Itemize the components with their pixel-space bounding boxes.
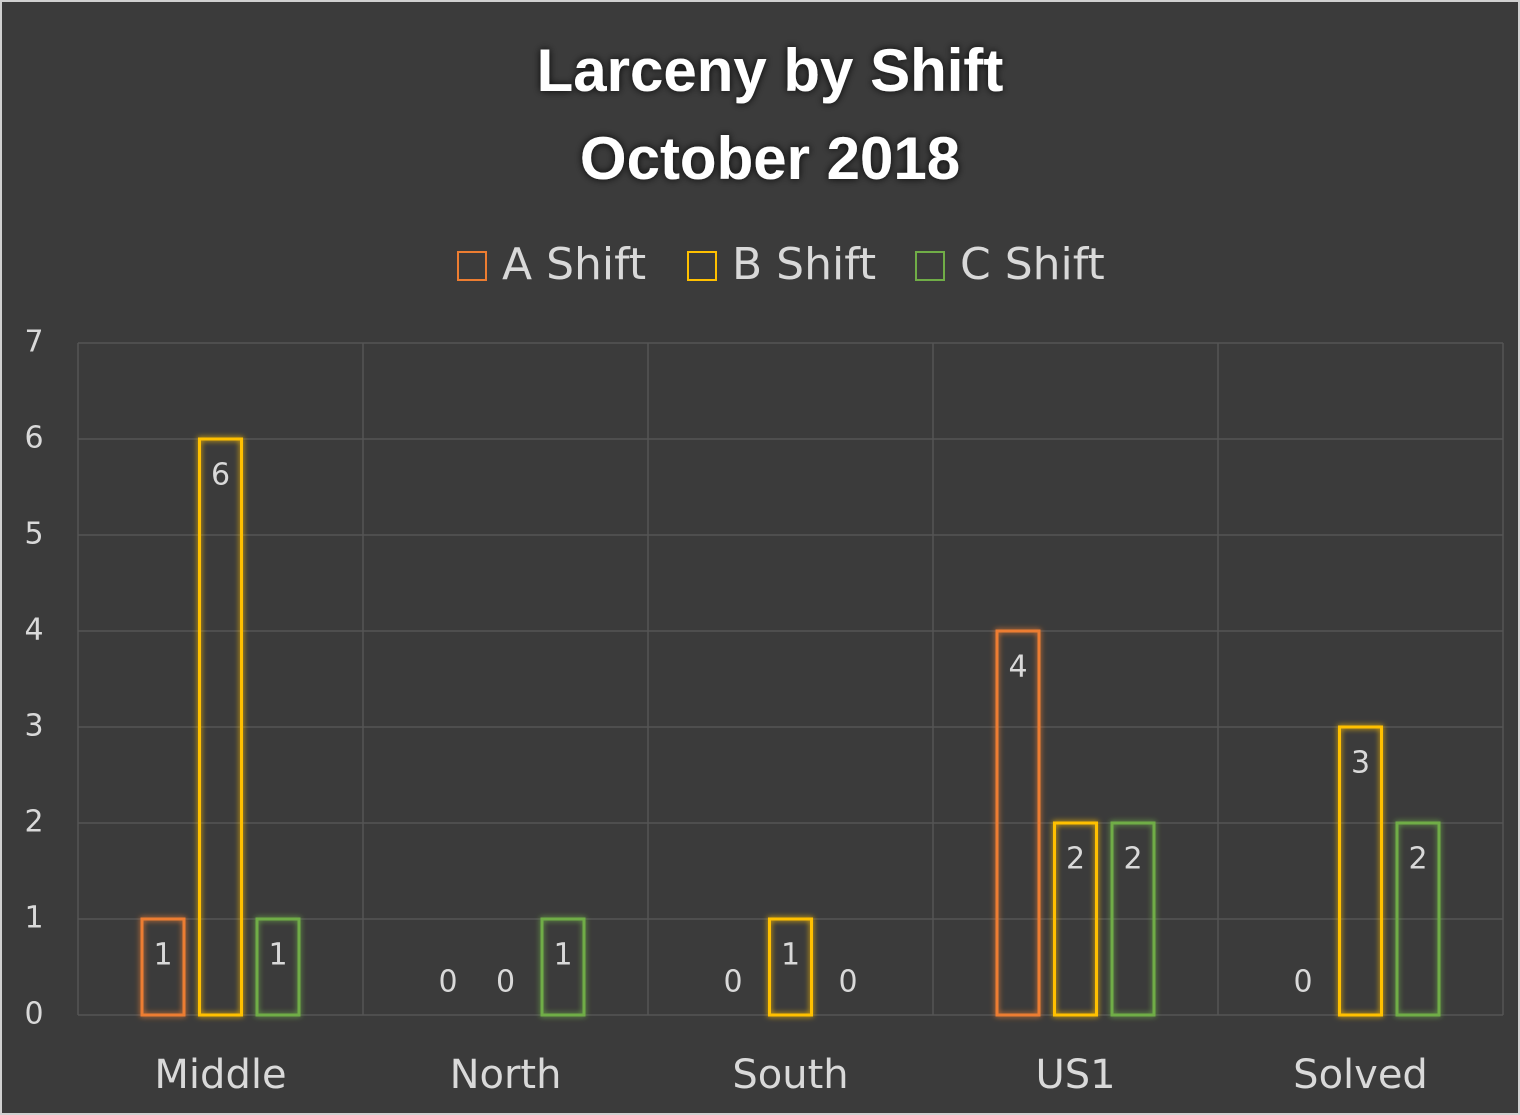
data-label: 1 (553, 938, 572, 973)
x-tick-label: Middle (154, 1052, 286, 1098)
chart-subtitle: October 2018 (580, 125, 960, 192)
bar (1395, 821, 1441, 1017)
x-tick-label: South (732, 1052, 848, 1098)
legend-label: B Shift (732, 239, 876, 290)
data-label: 0 (723, 965, 742, 1000)
legend-swatch (457, 251, 487, 281)
data-label: 0 (838, 965, 857, 1000)
legend-label: C Shift (960, 239, 1105, 290)
bar (1338, 725, 1383, 1017)
data-label: 6 (211, 458, 230, 493)
data-label: 2 (1123, 842, 1142, 877)
data-label: 1 (268, 938, 287, 973)
x-tick-label: Solved (1293, 1052, 1428, 1098)
legend-label: A Shift (502, 239, 646, 290)
data-label: 1 (153, 938, 172, 973)
chart-title: Larceny by Shift (537, 37, 1004, 104)
data-label: 2 (1408, 842, 1427, 877)
y-tick-label: 5 (24, 517, 43, 552)
data-label: 0 (496, 965, 515, 1000)
y-tick-label: 1 (24, 901, 43, 936)
x-tick-label: US1 (1035, 1052, 1115, 1098)
data-label: 2 (1066, 842, 1085, 877)
data-label: 0 (438, 965, 457, 1000)
x-tick-label: North (450, 1052, 562, 1098)
y-tick-label: 4 (24, 613, 43, 648)
y-tick-label: 6 (24, 421, 43, 456)
bar (1053, 821, 1098, 1017)
data-label: 0 (1293, 965, 1312, 1000)
y-tick-label: 3 (24, 709, 43, 744)
bar (140, 917, 186, 1017)
bar (198, 437, 243, 1017)
legend-swatch (687, 251, 717, 281)
bar (1110, 821, 1156, 1017)
bar (768, 917, 813, 1017)
bar (255, 917, 301, 1017)
bar (995, 629, 1041, 1017)
y-tick-label: 7 (24, 325, 43, 360)
bar (540, 917, 586, 1017)
data-label: 1 (781, 938, 800, 973)
y-tick-label: 2 (24, 805, 43, 840)
data-label: 4 (1008, 650, 1027, 685)
data-label: 3 (1351, 746, 1370, 781)
y-tick-label: 0 (24, 997, 43, 1032)
legend-swatch (915, 251, 945, 281)
